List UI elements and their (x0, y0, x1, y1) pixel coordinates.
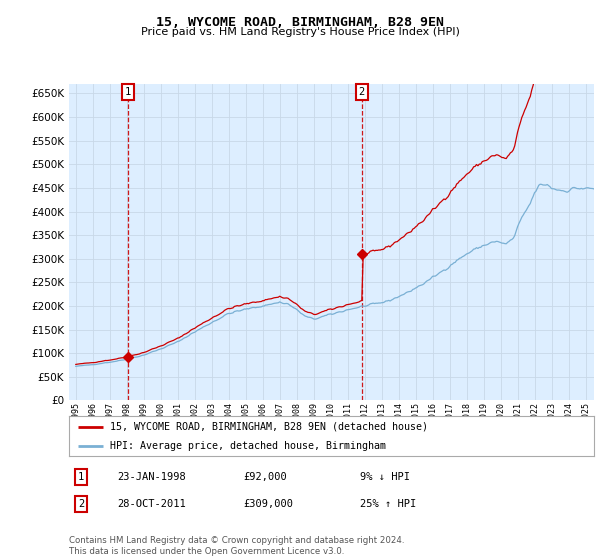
Text: Contains HM Land Registry data © Crown copyright and database right 2024.
This d: Contains HM Land Registry data © Crown c… (69, 536, 404, 556)
Text: 28-OCT-2011: 28-OCT-2011 (117, 499, 186, 509)
Text: £92,000: £92,000 (243, 472, 287, 482)
Text: 15, WYCOME ROAD, BIRMINGHAM, B28 9EN: 15, WYCOME ROAD, BIRMINGHAM, B28 9EN (156, 16, 444, 29)
Text: 25% ↑ HPI: 25% ↑ HPI (360, 499, 416, 509)
Text: 1: 1 (125, 87, 131, 97)
Text: HPI: Average price, detached house, Birmingham: HPI: Average price, detached house, Birm… (110, 441, 386, 450)
Text: 2: 2 (78, 499, 84, 509)
Text: £309,000: £309,000 (243, 499, 293, 509)
Text: 15, WYCOME ROAD, BIRMINGHAM, B28 9EN (detached house): 15, WYCOME ROAD, BIRMINGHAM, B28 9EN (de… (110, 422, 428, 432)
Text: 9% ↓ HPI: 9% ↓ HPI (360, 472, 410, 482)
Text: Price paid vs. HM Land Registry's House Price Index (HPI): Price paid vs. HM Land Registry's House … (140, 27, 460, 37)
Text: 2: 2 (359, 87, 365, 97)
Text: 1: 1 (78, 472, 84, 482)
Text: 23-JAN-1998: 23-JAN-1998 (117, 472, 186, 482)
